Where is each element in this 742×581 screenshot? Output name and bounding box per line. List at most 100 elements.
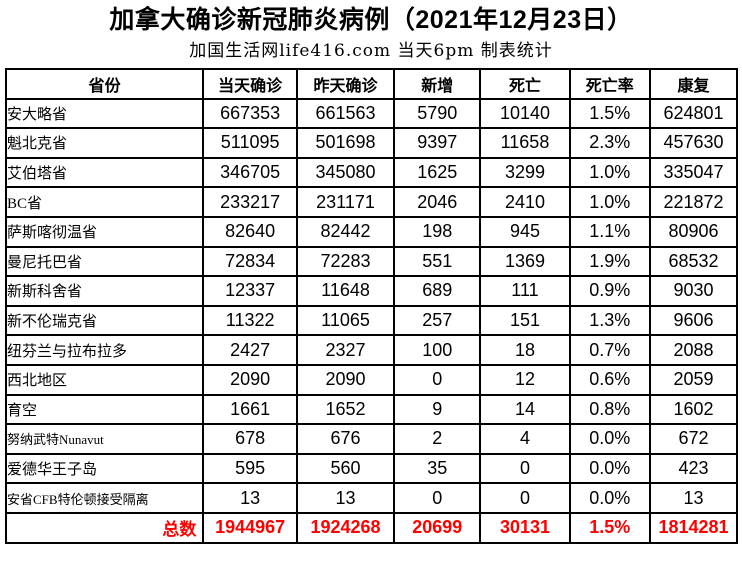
value-cell: 2088 xyxy=(648,334,739,366)
value-cell: 13 xyxy=(295,482,396,514)
column-header: 死亡 xyxy=(479,68,571,100)
value-cell: 1661 xyxy=(202,393,298,426)
value-cell: 1.3% xyxy=(568,304,651,337)
value-cell: 2046 xyxy=(393,186,482,218)
value-cell: 231171 xyxy=(295,186,396,218)
table-row: 西北地区 2090 2090 0 12 0.6% 2059 xyxy=(4,363,739,396)
province-cell: 努纳武特Nunavut xyxy=(4,423,205,455)
value-cell: 1944967 xyxy=(202,511,298,544)
value-cell: 676 xyxy=(295,423,396,455)
province-cell: 安大略省 xyxy=(4,97,205,130)
table-row: 萨斯喀彻温省 82640 82442 198 945 1.1% 80906 xyxy=(4,215,739,248)
value-cell: 2090 xyxy=(295,363,396,396)
table-row: 安省CFB特伦顿接受隔离 13 13 0 0 0.0% 13 xyxy=(4,482,739,514)
value-cell: 9030 xyxy=(648,275,739,307)
value-cell: 346705 xyxy=(202,156,298,189)
value-cell: 111 xyxy=(479,275,571,307)
value-cell: 11065 xyxy=(295,304,396,337)
value-cell: 13 xyxy=(648,482,739,514)
value-cell: 1625 xyxy=(393,156,482,189)
value-cell: 2327 xyxy=(295,334,396,366)
value-cell: 0.9% xyxy=(568,275,651,307)
value-cell: 18 xyxy=(479,334,571,366)
value-cell: 551 xyxy=(393,245,482,278)
value-cell: 1.1% xyxy=(568,215,651,248)
value-cell: 511095 xyxy=(202,127,298,159)
table-row: 纽芬兰与拉布拉多 2427 2327 100 18 0.7% 2088 xyxy=(4,334,739,366)
value-cell: 2 xyxy=(393,423,482,455)
header-row: 省份 当天确诊 昨天确诊 新增 死亡 死亡率 康复 xyxy=(4,68,739,100)
value-cell: 0.6% xyxy=(568,363,651,396)
table-row: 魁北克省 511095 501698 9397 11658 2.3% 457630 xyxy=(4,127,739,159)
table-row: 曼尼托巴省 72834 72283 551 1369 1.9% 68532 xyxy=(4,245,739,278)
value-cell: 221872 xyxy=(648,186,739,218)
province-cell: 西北地区 xyxy=(4,363,205,396)
province-cell: 爱德华王子岛 xyxy=(4,452,205,485)
value-cell: 0.0% xyxy=(568,423,651,455)
column-header: 死亡率 xyxy=(568,68,651,100)
value-cell: 13 xyxy=(202,482,298,514)
covid-cases-table: 省份 当天确诊 昨天确诊 新增 死亡 死亡率 康复 安大略省 667353 661563 5790… xyxy=(4,68,739,544)
value-cell: 1.5% xyxy=(568,97,651,130)
value-cell: 12 xyxy=(479,363,571,396)
column-header: 省份 xyxy=(4,68,205,100)
column-header: 昨天确诊 xyxy=(295,68,396,100)
value-cell: 667353 xyxy=(202,97,298,130)
table-row: 新斯科舍省 12337 11648 689 111 0.9% 9030 xyxy=(4,275,739,307)
value-cell: 9 xyxy=(393,393,482,426)
table-row: 努纳武特Nunavut 678 676 2 4 0.0% 672 xyxy=(4,423,739,455)
value-cell: 257 xyxy=(393,304,482,337)
value-cell: 233217 xyxy=(202,186,298,218)
value-cell: 1369 xyxy=(479,245,571,278)
value-cell: 5790 xyxy=(393,97,482,130)
column-header: 当天确诊 xyxy=(202,68,298,100)
value-cell: 1.9% xyxy=(568,245,651,278)
value-cell: 10140 xyxy=(479,97,571,130)
value-cell: 945 xyxy=(479,215,571,248)
value-cell: 4 xyxy=(479,423,571,455)
value-cell: 2090 xyxy=(202,363,298,396)
value-cell: 1.5% xyxy=(568,511,651,544)
province-cell: 育空 xyxy=(4,393,205,426)
province-cell: 总数 xyxy=(4,511,205,544)
value-cell: 0 xyxy=(393,363,482,396)
value-cell: 2059 xyxy=(648,363,739,396)
value-cell: 672 xyxy=(648,423,739,455)
value-cell: 35 xyxy=(393,452,482,485)
value-cell: 12337 xyxy=(202,275,298,307)
value-cell: 689 xyxy=(393,275,482,307)
value-cell: 72283 xyxy=(295,245,396,278)
value-cell: 1602 xyxy=(648,393,739,426)
table-row: 新不伦瑞克省 11322 11065 257 151 1.3% 9606 xyxy=(4,304,739,337)
table-row: 安大略省 667353 661563 5790 10140 1.5% 624801 xyxy=(4,97,739,130)
page-title: 加拿大确诊新冠肺炎病例（2021年12月23日） xyxy=(109,6,633,34)
province-cell: 安省CFB特伦顿接受隔离 xyxy=(4,482,205,514)
value-cell: 1814281 xyxy=(648,511,739,544)
value-cell: 335047 xyxy=(648,156,739,189)
value-cell: 0.0% xyxy=(568,482,651,514)
value-cell: 661563 xyxy=(295,97,396,130)
value-cell: 100 xyxy=(393,334,482,366)
table-row: 育空 1661 1652 9 14 0.8% 1602 xyxy=(4,393,739,426)
province-cell: BC省 xyxy=(4,186,205,218)
province-cell: 艾伯塔省 xyxy=(4,156,205,189)
value-cell: 82442 xyxy=(295,215,396,248)
province-cell: 曼尼托巴省 xyxy=(4,245,205,278)
value-cell: 0 xyxy=(479,452,571,485)
value-cell: 30131 xyxy=(479,511,571,544)
value-cell: 3299 xyxy=(479,156,571,189)
value-cell: 11322 xyxy=(202,304,298,337)
value-cell: 80906 xyxy=(648,215,739,248)
value-cell: 14 xyxy=(479,393,571,426)
value-cell: 624801 xyxy=(648,97,739,130)
value-cell: 678 xyxy=(202,423,298,455)
table-header: 省份 当天确诊 昨天确诊 新增 死亡 死亡率 康复 xyxy=(4,68,739,100)
province-cell: 魁北克省 xyxy=(4,127,205,159)
page-subtitle: 加国生活网life416.com 当天6pm 制表统计 xyxy=(189,41,553,61)
province-cell: 纽芬兰与拉布拉多 xyxy=(4,334,205,366)
value-cell: 0.7% xyxy=(568,334,651,366)
value-cell: 2.3% xyxy=(568,127,651,159)
value-cell: 501698 xyxy=(295,127,396,159)
value-cell: 345080 xyxy=(295,156,396,189)
